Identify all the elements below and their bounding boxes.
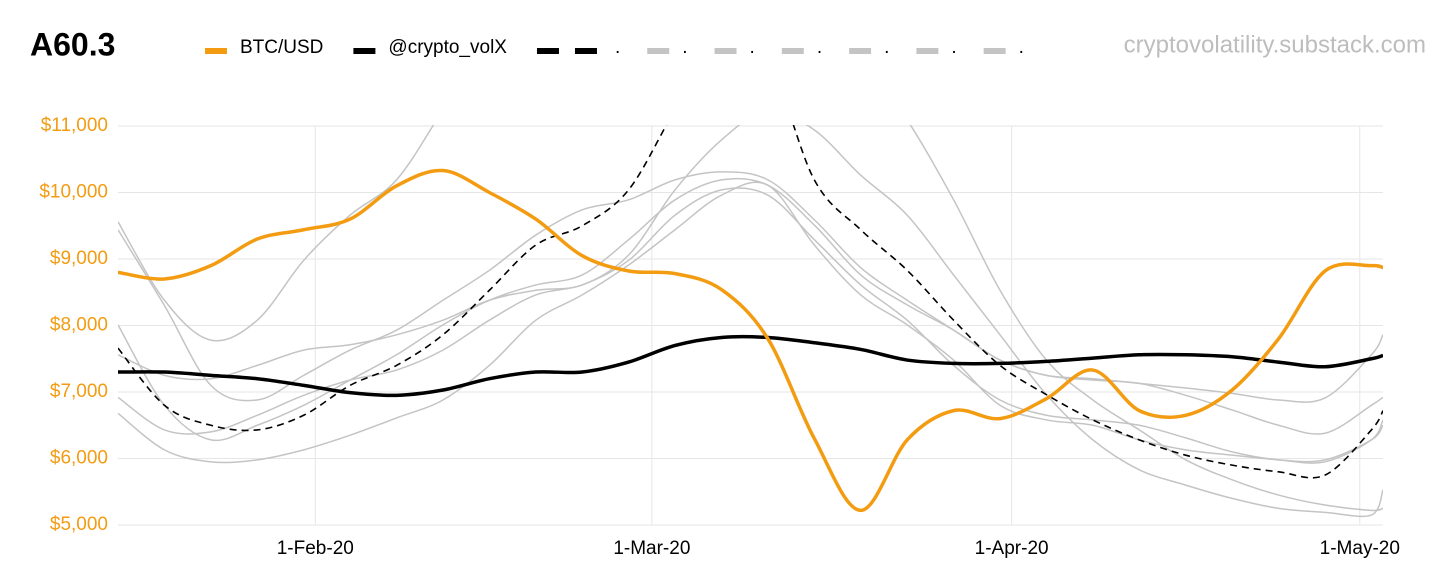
legend-label: . — [750, 37, 755, 58]
legend-swatch — [849, 48, 872, 54]
legend-swatch — [983, 48, 1006, 54]
legend-label: @crypto_volX — [388, 37, 507, 58]
x-tick-label: 1-Apr-20 — [975, 538, 1049, 559]
legend-label: . — [1019, 37, 1024, 58]
series-line — [118, 125, 1383, 512]
legend-swatch — [916, 48, 939, 54]
y-tick-label: $11,000 — [41, 115, 108, 136]
series-line — [118, 168, 1383, 513]
legend-label: . — [884, 37, 889, 58]
legend-label: . — [682, 37, 687, 58]
legend-swatch — [353, 48, 376, 54]
legend-swatch — [536, 48, 559, 54]
series-line — [118, 125, 1383, 518]
x-tick-label: 1-Mar-20 — [613, 538, 690, 559]
series-line — [118, 181, 1383, 464]
y-tick-label: $8,000 — [50, 315, 108, 336]
axes: $5,000 $6,000 $7,000 $8,000 $9,000 $10,000 $11… — [39, 115, 1400, 559]
legend-label: BTC/USD — [240, 37, 323, 58]
legend-swatch — [205, 48, 227, 54]
legend-swatch — [574, 48, 597, 54]
y-tick-label: $5,000 — [50, 514, 108, 535]
legend: BTC/USD @crypto_volX....... — [205, 37, 1024, 58]
y-tick-label: $10,000 — [39, 182, 108, 203]
plot-lines — [118, 125, 1383, 518]
watermark: cryptovolatility.substack.com — [1124, 31, 1426, 58]
series-line — [118, 125, 1383, 479]
x-tick-label: 1-May-20 — [1320, 538, 1400, 559]
series-line — [118, 171, 1383, 403]
series-line — [118, 334, 1383, 398]
y-tick-label: $7,000 — [50, 381, 108, 402]
legend-label: . — [951, 37, 956, 58]
series-line — [118, 187, 1383, 463]
legend-swatch — [714, 48, 737, 54]
legend-swatch — [647, 48, 670, 54]
series-line — [118, 177, 1383, 442]
grid — [118, 125, 1383, 526]
chart-title: A60.3 — [30, 26, 115, 62]
x-tick-label: 1-Feb-20 — [277, 538, 354, 559]
legend-label: . — [817, 37, 822, 58]
y-tick-label: $9,000 — [50, 248, 108, 269]
legend-label: . — [615, 37, 620, 58]
y-tick-label: $6,000 — [50, 448, 108, 469]
legend-swatch — [781, 48, 804, 54]
